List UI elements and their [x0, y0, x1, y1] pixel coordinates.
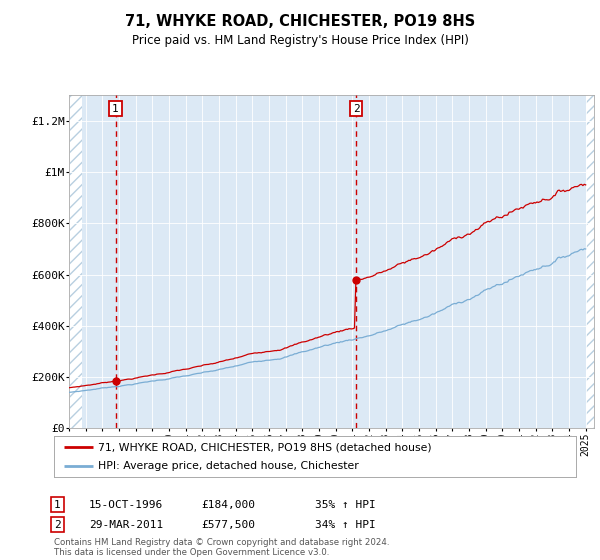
Text: 1: 1: [112, 104, 119, 114]
Text: 1: 1: [54, 500, 61, 510]
Text: 29-MAR-2011: 29-MAR-2011: [89, 520, 163, 530]
Text: Contains HM Land Registry data © Crown copyright and database right 2024.
This d: Contains HM Land Registry data © Crown c…: [54, 538, 389, 557]
Text: £577,500: £577,500: [201, 520, 255, 530]
Text: 35% ↑ HPI: 35% ↑ HPI: [315, 500, 376, 510]
Text: Price paid vs. HM Land Registry's House Price Index (HPI): Price paid vs. HM Land Registry's House …: [131, 34, 469, 46]
Bar: [69, 95, 82, 428]
Bar: [586, 95, 594, 428]
Text: 71, WHYKE ROAD, CHICHESTER, PO19 8HS (detached house): 71, WHYKE ROAD, CHICHESTER, PO19 8HS (de…: [98, 442, 432, 452]
Text: 2: 2: [353, 104, 359, 114]
Text: 34% ↑ HPI: 34% ↑ HPI: [315, 520, 376, 530]
Text: 71, WHYKE ROAD, CHICHESTER, PO19 8HS: 71, WHYKE ROAD, CHICHESTER, PO19 8HS: [125, 14, 475, 29]
Text: HPI: Average price, detached house, Chichester: HPI: Average price, detached house, Chic…: [98, 461, 359, 471]
Text: 2: 2: [54, 520, 61, 530]
Text: £184,000: £184,000: [201, 500, 255, 510]
Text: 15-OCT-1996: 15-OCT-1996: [89, 500, 163, 510]
